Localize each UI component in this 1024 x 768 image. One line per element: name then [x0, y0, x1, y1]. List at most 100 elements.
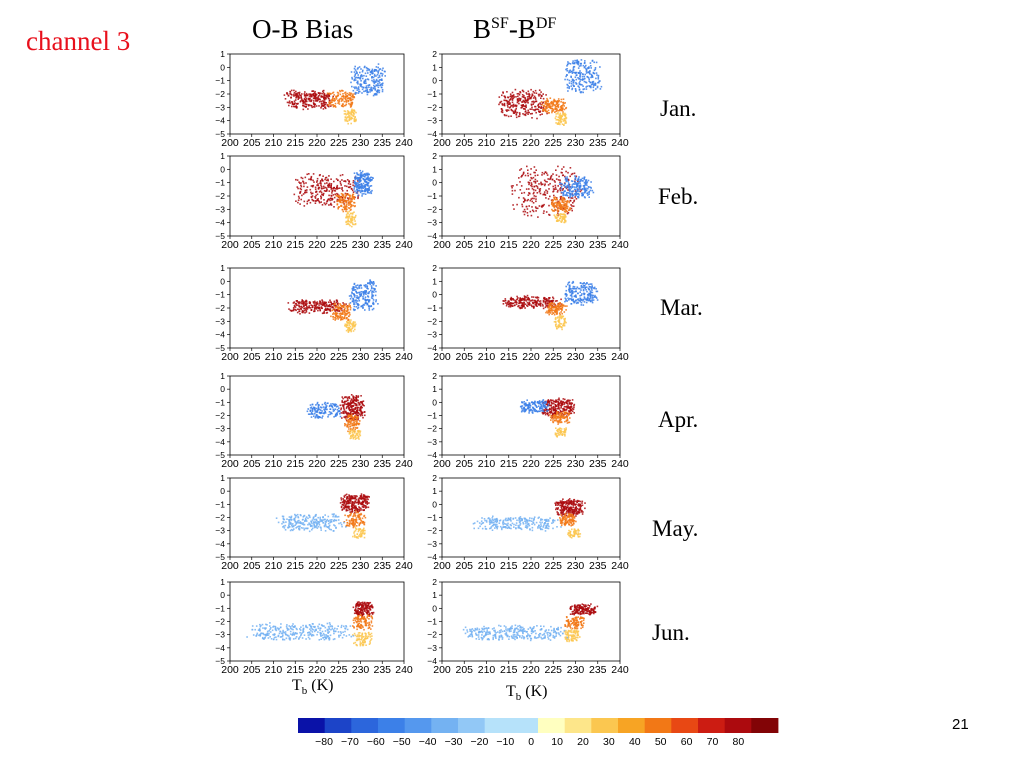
scatter-point [569, 286, 571, 288]
scatter-point [316, 181, 318, 183]
scatter-point [352, 196, 355, 198]
x-tick-label: 220 [308, 239, 326, 251]
scatter-point [372, 284, 375, 286]
scatter-point [554, 202, 556, 204]
scatter-point [562, 194, 564, 197]
scatter-point [356, 173, 359, 175]
scatter-point [565, 206, 567, 209]
scatter-point [575, 302, 578, 305]
scatter-point [557, 209, 560, 212]
scatter-point [587, 187, 589, 190]
scatter-point [524, 296, 526, 298]
scatter-point [544, 298, 547, 301]
scatter-point [315, 410, 318, 412]
scatter-point [548, 313, 550, 316]
scatter-point [565, 107, 567, 110]
scatter-point [574, 196, 576, 198]
scatter-point [324, 190, 327, 192]
scatter-point [357, 182, 360, 184]
scatter-point [534, 178, 537, 181]
scatter-point [586, 290, 588, 293]
scatter-point [310, 176, 312, 179]
scatter-point [500, 100, 503, 103]
scatter-point [591, 189, 594, 192]
scatter-point [558, 205, 561, 208]
scatter-point [348, 223, 350, 226]
scatter-point [521, 89, 524, 92]
scatter-point [544, 180, 547, 183]
scatter-point [320, 96, 322, 98]
scatter-point [324, 178, 326, 181]
y-tick-label: 1 [432, 276, 437, 286]
scatter-point [293, 305, 296, 308]
scatter-point [573, 172, 576, 175]
scatter-point [561, 113, 564, 115]
scatter-point [570, 82, 573, 85]
scatter-point [376, 93, 378, 96]
scatter-point [539, 93, 541, 96]
scatter-point [324, 106, 326, 109]
scatter-point [359, 84, 361, 86]
scatter-point [565, 170, 567, 173]
scatter-point [536, 296, 539, 298]
scatter-point [354, 74, 356, 76]
scatter-point [569, 409, 572, 412]
scatter-point [560, 208, 562, 210]
scatter-point [549, 104, 551, 106]
scatter-point [359, 294, 362, 296]
scatter-point [320, 105, 323, 108]
scatter-point [594, 68, 597, 71]
scatter-point [356, 434, 359, 436]
scatter-point [557, 185, 559, 187]
scatter-point [577, 62, 580, 64]
scatter-point [355, 422, 358, 424]
scatter-point [562, 166, 565, 168]
scatter-point [329, 93, 332, 95]
scatter-point [368, 307, 370, 310]
scatter-point [353, 181, 356, 183]
scatter-point [359, 431, 361, 434]
scatter-point [356, 432, 359, 435]
scatter-point [347, 416, 350, 418]
scatter-point [355, 426, 357, 429]
scatter-point [580, 64, 582, 67]
scatter-point [359, 173, 362, 175]
scatter-point [339, 180, 341, 183]
scatter-point [579, 75, 581, 77]
scatter-point [590, 67, 592, 69]
scatter-point [316, 97, 318, 100]
scatter-point [555, 306, 557, 309]
scatter-point [562, 398, 565, 400]
scatter-point [550, 409, 553, 412]
scatter-point [545, 298, 548, 300]
scatter-point [353, 289, 355, 291]
scatter-point [557, 179, 560, 181]
scatter-point [534, 100, 536, 103]
scatter-point [353, 430, 355, 432]
scatter-point [512, 302, 515, 305]
y-tick-label: −1 [427, 191, 437, 201]
scatter-point [563, 105, 565, 107]
scatter-point [368, 291, 371, 293]
scatter-point [372, 80, 374, 83]
scatter-point [532, 100, 535, 103]
scatter-point [323, 411, 326, 414]
scatter-point [302, 303, 305, 306]
scatter-point [551, 208, 553, 211]
scatter-point [567, 405, 569, 407]
scatter-point [560, 121, 562, 124]
scatter-point [313, 310, 315, 313]
scatter-point [353, 402, 356, 404]
scatter-point [356, 420, 358, 423]
scatter-point [316, 401, 319, 404]
scatter-point [544, 303, 547, 305]
scatter-point [353, 185, 356, 187]
scatter-point [521, 101, 523, 103]
scatter-point [304, 91, 306, 93]
scatter-point [506, 109, 509, 111]
scatter-point [324, 412, 327, 414]
scatter-point [579, 190, 582, 193]
scatter-point [591, 294, 593, 297]
scatter-point [577, 177, 580, 180]
scatter-point [570, 294, 573, 297]
